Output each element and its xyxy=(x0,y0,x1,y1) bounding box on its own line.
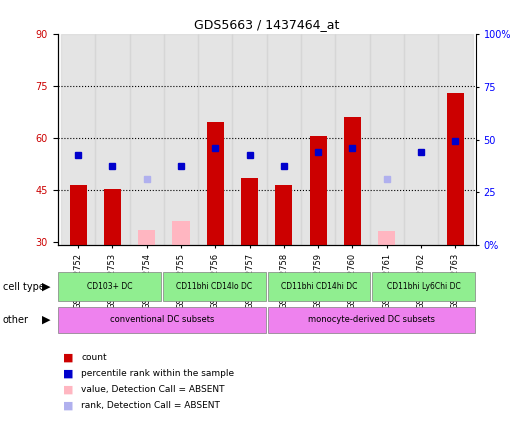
Text: percentile rank within the sample: percentile rank within the sample xyxy=(81,369,234,378)
Text: CD11bhi CD14lo DC: CD11bhi CD14lo DC xyxy=(176,282,253,291)
Bar xyxy=(104,189,121,245)
Text: ■: ■ xyxy=(63,401,73,411)
Bar xyxy=(198,34,232,245)
Bar xyxy=(268,307,475,333)
Bar xyxy=(70,185,87,245)
Text: rank, Detection Call = ABSENT: rank, Detection Call = ABSENT xyxy=(81,401,220,410)
Bar xyxy=(138,230,155,245)
Bar xyxy=(173,221,189,245)
Bar xyxy=(207,122,224,245)
Bar xyxy=(164,34,198,245)
Text: cell type: cell type xyxy=(3,282,44,291)
Bar xyxy=(275,185,292,245)
Text: ■: ■ xyxy=(63,385,73,395)
Text: conventional DC subsets: conventional DC subsets xyxy=(110,315,214,324)
Bar xyxy=(241,178,258,245)
Bar xyxy=(267,34,301,245)
Bar xyxy=(447,93,464,245)
Bar xyxy=(59,307,266,333)
Bar xyxy=(438,34,472,245)
Text: other: other xyxy=(3,315,29,325)
Text: value, Detection Call = ABSENT: value, Detection Call = ABSENT xyxy=(81,385,224,394)
Bar xyxy=(268,272,370,301)
Text: CD11bhi Ly6Chi DC: CD11bhi Ly6Chi DC xyxy=(386,282,461,291)
Text: ■: ■ xyxy=(63,368,73,379)
Bar xyxy=(95,34,130,245)
Bar xyxy=(378,231,395,245)
Text: ▶: ▶ xyxy=(42,282,50,291)
Bar xyxy=(344,117,361,245)
Bar xyxy=(310,136,327,245)
Bar xyxy=(370,34,404,245)
Bar xyxy=(335,34,370,245)
Text: CD103+ DC: CD103+ DC xyxy=(87,282,132,291)
Bar xyxy=(301,34,335,245)
Bar xyxy=(59,272,161,301)
Bar xyxy=(163,272,266,301)
Bar xyxy=(404,34,438,245)
Bar xyxy=(61,34,95,245)
Text: ■: ■ xyxy=(63,352,73,363)
Text: count: count xyxy=(81,353,107,362)
Text: monocyte-derived DC subsets: monocyte-derived DC subsets xyxy=(308,315,435,324)
Title: GDS5663 / 1437464_at: GDS5663 / 1437464_at xyxy=(194,18,339,31)
Bar xyxy=(130,34,164,245)
Text: ▶: ▶ xyxy=(42,315,50,325)
Text: CD11bhi CD14hi DC: CD11bhi CD14hi DC xyxy=(281,282,357,291)
Bar xyxy=(232,34,267,245)
Bar xyxy=(372,272,475,301)
